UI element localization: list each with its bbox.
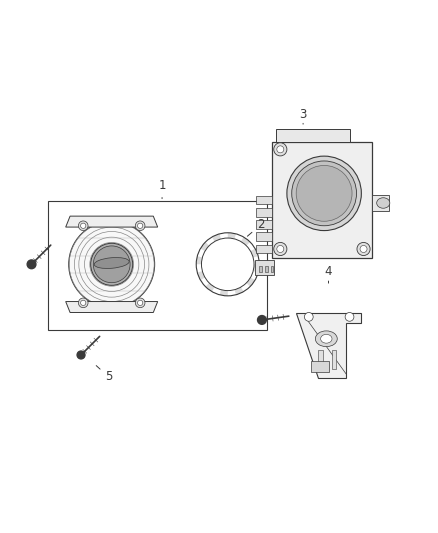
Ellipse shape [377, 198, 390, 208]
Circle shape [27, 260, 36, 269]
Ellipse shape [321, 334, 332, 343]
Polygon shape [256, 220, 272, 229]
Polygon shape [272, 142, 372, 258]
Polygon shape [256, 208, 272, 216]
Polygon shape [212, 234, 221, 241]
Ellipse shape [292, 161, 357, 226]
Polygon shape [219, 290, 228, 296]
Text: 1: 1 [158, 179, 166, 199]
Bar [318, 350, 323, 369]
Ellipse shape [135, 298, 145, 308]
Polygon shape [196, 256, 202, 264]
Ellipse shape [69, 221, 155, 307]
Bar [48, 201, 267, 330]
Polygon shape [251, 248, 258, 257]
Ellipse shape [287, 156, 361, 231]
Ellipse shape [94, 257, 129, 269]
Ellipse shape [81, 300, 86, 305]
Ellipse shape [81, 223, 86, 229]
Text: 3: 3 [300, 108, 307, 124]
Polygon shape [197, 271, 205, 280]
Ellipse shape [78, 221, 88, 231]
Ellipse shape [93, 246, 130, 282]
Ellipse shape [138, 300, 143, 305]
Polygon shape [228, 233, 236, 239]
Polygon shape [256, 196, 272, 204]
Circle shape [258, 316, 266, 324]
Polygon shape [276, 129, 350, 142]
Ellipse shape [345, 312, 354, 321]
Ellipse shape [296, 165, 352, 221]
Ellipse shape [138, 223, 143, 229]
Ellipse shape [91, 243, 133, 285]
Polygon shape [255, 260, 274, 275]
Bar [332, 350, 336, 369]
Polygon shape [372, 195, 389, 211]
Bar [265, 265, 268, 272]
Bar [259, 265, 262, 272]
Polygon shape [246, 278, 255, 287]
Ellipse shape [135, 221, 145, 231]
Polygon shape [66, 216, 158, 227]
Polygon shape [256, 232, 272, 241]
Ellipse shape [274, 143, 287, 156]
Polygon shape [253, 264, 259, 272]
Polygon shape [311, 361, 328, 373]
Ellipse shape [274, 243, 287, 255]
Ellipse shape [78, 298, 88, 308]
Polygon shape [205, 283, 215, 292]
Polygon shape [296, 313, 361, 378]
Polygon shape [66, 302, 158, 312]
Text: 2: 2 [247, 219, 265, 236]
Text: 4: 4 [325, 265, 332, 283]
Ellipse shape [360, 246, 367, 253]
Polygon shape [256, 245, 272, 253]
Text: 5: 5 [96, 366, 112, 383]
Circle shape [77, 351, 85, 359]
Ellipse shape [315, 331, 337, 346]
Bar [271, 265, 273, 272]
Ellipse shape [277, 146, 284, 153]
Polygon shape [241, 237, 250, 246]
Ellipse shape [304, 312, 313, 321]
Ellipse shape [277, 246, 284, 253]
Ellipse shape [357, 243, 370, 255]
Polygon shape [235, 287, 244, 295]
Polygon shape [201, 242, 209, 251]
